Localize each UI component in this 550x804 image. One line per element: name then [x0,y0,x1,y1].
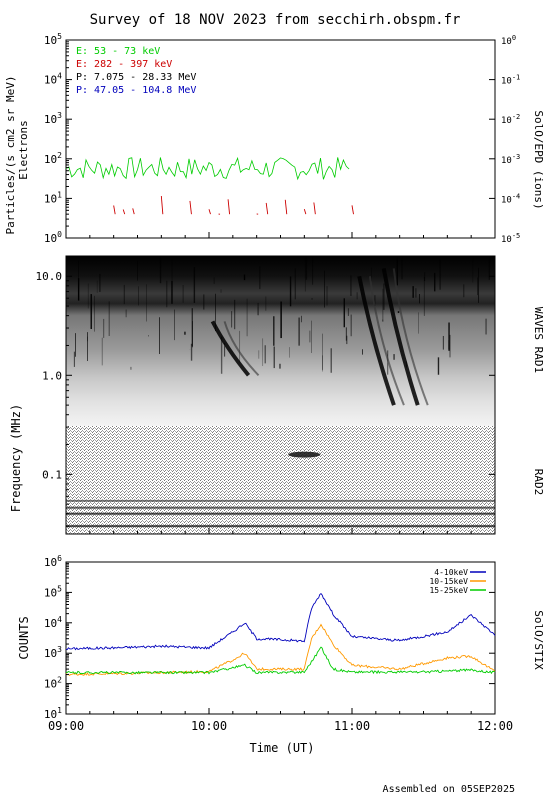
epd-electron-high-mark [161,196,163,214]
waves-y-tick-label: 1.0 [42,369,62,382]
footer-assembled: Assembled on 05SEP2025 [383,784,515,795]
stix-legend-label: 4-10keV [434,568,468,577]
epd-y-ticks: 100 101 102 103 104 105 [44,32,72,245]
epd-electron-high-mark [123,210,125,215]
epd-legend: E: 53 - 73 keV E: 282 - 397 keV P: 7.075 -… [76,46,196,96]
epd-electron-high-mark [228,199,230,214]
waves-panel: 0.1 1.0 10.0 Frequency (MHz) WAVES RAD1 RA… [9,256,545,534]
epd-legend-entry: E: 53 - 73 keV [76,46,160,57]
stix-x-tick-label: 12:00 [477,719,513,733]
epd-electron-low-line [66,157,349,179]
epd-electron-high-mark [114,205,116,214]
stix-y-tick-label: 106 [44,554,62,569]
epd-y2-tick-label: 10-5 [501,232,520,245]
stix-ylabel: COUNTS [17,616,31,659]
stix-x-tick-label: 10:00 [191,719,227,733]
epd-y2-tick-label: 100 [501,34,516,47]
stix-legend-label: 15-25keV [429,586,468,595]
waves-right-label-top: WAVES RAD1 [532,307,545,373]
epd-y2-tick-label: 10-1 [501,74,520,87]
waves-y-tick-label: 10.0 [36,270,63,283]
stix-x-tick-label: 11:00 [334,719,370,733]
epd-y-tick-label: 104 [44,72,62,87]
stix-y-tick-label: 105 [44,584,62,599]
stix-y-tick-label: 103 [44,645,62,660]
stix-series-line [66,625,495,676]
epd-ylabel2: Electrons [17,120,30,180]
waves-ylabel: Frequency (MHz) [9,404,23,512]
stix-right-label: SolO/STIX [532,610,545,670]
epd-y2-tick-label: 10-4 [501,192,520,205]
stix-series-line [66,594,495,650]
epd-electron-high-mark [285,200,287,214]
epd-right-label: SolO/EPD (ions) [532,110,545,209]
waves-rad2-noise [66,426,495,534]
epd-legend-entry: E: 282 - 397 keV [76,59,172,70]
epd-electron-high-mark [314,202,316,214]
epd-y2-ticks: 10-5 10-4 10-3 10-2 10-1 100 [489,34,520,245]
epd-y-tick-label: 101 [44,190,62,205]
figure-title: Survey of 18 NOV 2023 from secchirh.obsp… [90,12,461,28]
stix-y-tick-label: 102 [44,676,62,691]
epd-electron-high-mark [304,209,306,214]
epd-y-tick-label: 105 [44,32,62,47]
epd-ylabel: Particles/(s cm2 sr MeV) [4,76,17,235]
epd-legend-entry: P: 47.05 - 104.8 MeV [76,85,196,96]
epd-electron-high-mark [209,209,211,214]
stix-xlabel: Time (UT) [249,741,314,755]
epd-electron-high-mark [266,203,268,214]
waves-rad1-background [66,256,495,426]
epd-y-tick-label: 100 [44,230,62,245]
waves-y-tick-label: 0.1 [42,468,62,481]
stix-legend-label: 10-15keV [429,577,468,586]
epd-y2-tick-label: 10-3 [501,153,520,166]
stix-y-tick-label: 104 [44,615,62,630]
epd-series-group [66,157,354,214]
stix-series-line [66,647,495,674]
waves-burst-blob [288,452,320,458]
waves-right-label-bottom: RAD2 [532,469,545,496]
stix-series-group [66,594,495,676]
epd-electron-high-mark [190,201,192,214]
epd-y-tick-label: 102 [44,151,62,166]
epd-y-tick-label: 103 [44,111,62,126]
epd-y2-tick-label: 10-2 [501,113,520,126]
stix-x-tick-label: 09:00 [48,719,84,733]
epd-electron-high-mark [352,205,354,214]
epd-electron-high-mark [133,208,135,214]
epd-legend-entry: P: 7.075 - 28.33 MeV [76,72,196,83]
